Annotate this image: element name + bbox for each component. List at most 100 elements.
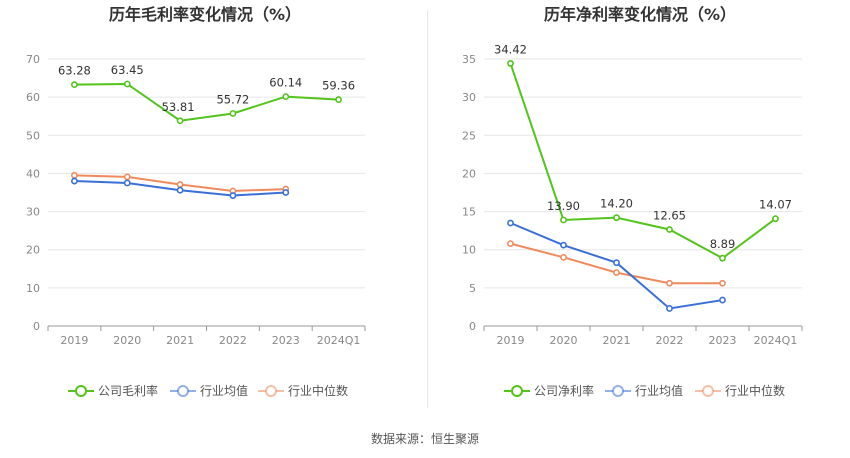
data-point bbox=[613, 259, 620, 267]
y-tick-label: 15 bbox=[462, 206, 476, 219]
chart-title: 历年净利率变化情况（%） bbox=[544, 5, 736, 24]
panel-divider bbox=[427, 10, 428, 408]
legend-item: 公司毛利率 bbox=[68, 383, 158, 398]
data-label: 63.45 bbox=[111, 63, 144, 77]
data-point bbox=[560, 253, 567, 261]
data-point bbox=[560, 216, 567, 224]
x-tick-label: 2020 bbox=[113, 334, 141, 347]
y-tick-label: 35 bbox=[462, 53, 476, 66]
y-tick-label: 60 bbox=[26, 91, 40, 104]
series-path bbox=[74, 82, 339, 122]
data-source: 数据来源：恒生聚源 bbox=[370, 432, 479, 446]
data-label: 34.42 bbox=[494, 42, 527, 56]
y-tick-label: 50 bbox=[26, 129, 40, 142]
data-point bbox=[613, 214, 620, 222]
legend-marker bbox=[612, 385, 624, 397]
legend-marker bbox=[702, 385, 714, 397]
x-tick-label: 2023 bbox=[709, 334, 737, 347]
legend-label: 行业中位数 bbox=[725, 383, 785, 398]
x-tick-label: 2024Q1 bbox=[754, 334, 798, 347]
y-tick-label: 10 bbox=[462, 244, 476, 257]
data-point bbox=[507, 240, 514, 248]
data-point bbox=[507, 60, 514, 67]
series-line-industry-median bbox=[71, 171, 290, 195]
legend-label: 行业均值 bbox=[635, 383, 683, 398]
y-tick-label: 5 bbox=[469, 282, 476, 295]
data-point bbox=[71, 171, 78, 179]
x-tick-label: 2023 bbox=[272, 334, 300, 347]
data-point bbox=[719, 254, 726, 262]
data-label: 59.36 bbox=[322, 79, 355, 93]
chart-title: 历年毛利率变化情况（%） bbox=[109, 5, 301, 24]
x-tick-label: 2021 bbox=[603, 334, 631, 347]
y-tick-label: 40 bbox=[26, 167, 40, 180]
series-line-industry-average bbox=[71, 177, 290, 199]
data-label: 53.81 bbox=[162, 100, 195, 114]
legend-label: 公司毛利率 bbox=[98, 383, 158, 398]
y-tick-label: 10 bbox=[26, 282, 40, 295]
data-point bbox=[666, 226, 673, 233]
y-tick-label: 20 bbox=[26, 244, 40, 257]
x-tick-label: 2022 bbox=[656, 334, 684, 347]
legend-label: 行业中位数 bbox=[288, 383, 348, 398]
data-point bbox=[229, 192, 237, 199]
x-tick-label: 2022 bbox=[219, 334, 247, 347]
legend-item: 行业均值 bbox=[605, 383, 683, 398]
legend-marker bbox=[177, 385, 189, 397]
data-point bbox=[772, 215, 779, 223]
data-point bbox=[123, 179, 131, 187]
data-point bbox=[71, 177, 78, 185]
legend-label: 公司净利率 bbox=[534, 383, 594, 398]
series-path bbox=[509, 63, 777, 260]
data-label: 8.89 bbox=[710, 237, 736, 251]
legend-marker bbox=[511, 385, 523, 397]
y-tick-label: 25 bbox=[462, 129, 476, 142]
data-point bbox=[613, 269, 620, 276]
y-tick-label: 0 bbox=[469, 320, 476, 333]
data-point bbox=[666, 279, 673, 287]
x-tick-label: 2019 bbox=[60, 334, 88, 347]
legend-label: 行业均值 bbox=[200, 383, 248, 398]
data-point bbox=[176, 117, 184, 125]
data-point bbox=[282, 189, 290, 196]
chart-panel-1: 历年毛利率变化情况（%） 0 10 20 30 40 50 60 70 2019 2020 2021 2… bbox=[26, 5, 366, 398]
data-label: 55.72 bbox=[216, 92, 249, 106]
y-tick-label: 30 bbox=[26, 206, 40, 219]
chart-panel-2: 历年净利率变化情况（%） 0 5 10 15 20 25 30 35 2019 2020 2021 20… bbox=[462, 5, 803, 398]
series-line-industry-average bbox=[507, 219, 726, 312]
series-line-company: 63.28 63.45 53.81 55.72 60.14 59.36 bbox=[58, 63, 355, 125]
data-point bbox=[719, 279, 726, 287]
data-point bbox=[176, 181, 184, 188]
y-tick-label: 30 bbox=[462, 91, 476, 104]
data-point bbox=[176, 186, 184, 194]
legend-marker bbox=[265, 385, 277, 397]
legend-item: 行业均值 bbox=[170, 383, 248, 398]
data-point bbox=[123, 80, 131, 88]
y-tick-label: 0 bbox=[33, 320, 40, 333]
data-point bbox=[123, 173, 131, 181]
series-line-company: 34.42 13.90 14.20 12.65 8.89 14.07 bbox=[494, 42, 792, 262]
x-tick-label: 2019 bbox=[497, 334, 525, 347]
data-point bbox=[507, 219, 514, 227]
y-tick-label: 20 bbox=[462, 167, 476, 180]
data-label: 63.28 bbox=[58, 64, 91, 78]
data-point bbox=[282, 93, 290, 101]
legend-item: 行业中位数 bbox=[695, 383, 785, 398]
data-label: 13.90 bbox=[547, 199, 580, 213]
x-tick-label: 2020 bbox=[550, 334, 578, 347]
series-line-industry-median bbox=[507, 240, 726, 287]
data-point bbox=[560, 241, 567, 249]
y-tick-label: 70 bbox=[26, 53, 40, 66]
legend-item: 行业中位数 bbox=[258, 383, 348, 398]
x-tick-label: 2021 bbox=[166, 334, 194, 347]
legend-item: 公司净利率 bbox=[504, 383, 594, 398]
data-point bbox=[335, 96, 342, 103]
data-point bbox=[719, 296, 726, 304]
data-point bbox=[229, 110, 237, 117]
data-label: 14.07 bbox=[759, 198, 792, 212]
x-tick-label: 2024Q1 bbox=[317, 334, 361, 347]
legend-marker bbox=[75, 385, 87, 397]
data-label: 60.14 bbox=[269, 76, 302, 90]
data-point bbox=[666, 305, 673, 312]
